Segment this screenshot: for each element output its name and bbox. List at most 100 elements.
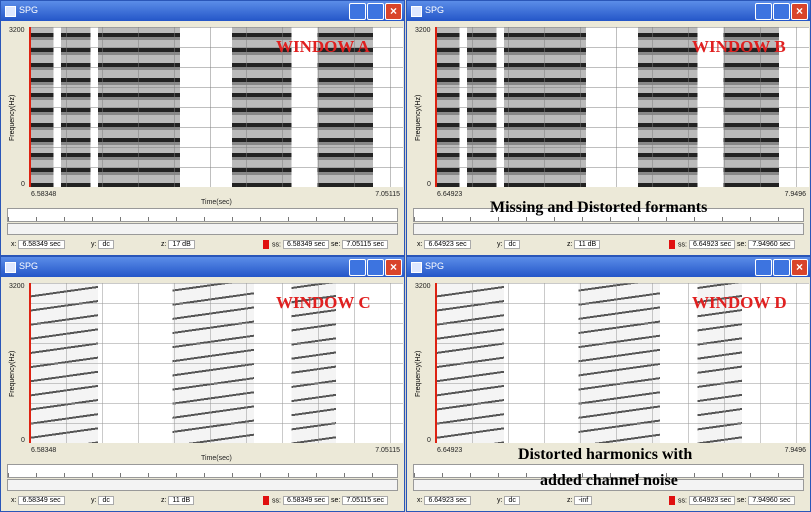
status-field: y:dc	[91, 240, 114, 249]
marker	[669, 240, 675, 249]
close-button[interactable]: ×	[385, 259, 402, 276]
status-label: x:	[11, 497, 16, 504]
maximize-button[interactable]	[367, 259, 384, 276]
title-bar: SPG ×	[1, 257, 404, 277]
title-bar: SPG×	[407, 257, 810, 277]
status-field: ss:6.64923 sec	[669, 496, 735, 505]
status-value: 6.64923 sec	[689, 240, 735, 249]
window-icon	[411, 262, 422, 273]
status-label: se:	[737, 497, 746, 504]
y-top-label: 3200	[9, 27, 25, 34]
scrollbar[interactable]	[413, 223, 804, 235]
status-field: x:6.58349 sec	[11, 496, 65, 505]
status-field: x:6.64923 sec	[417, 240, 471, 249]
scrollbar[interactable]	[7, 479, 398, 491]
x-axis-label: Time(sec)	[201, 455, 232, 462]
annotation: added channel noise	[540, 472, 678, 490]
status-field: ss:6.58349 sec	[263, 496, 329, 505]
status-field: ss:6.64923 sec	[669, 240, 735, 249]
time-ruler[interactable]	[7, 464, 398, 478]
screen: SPG × 3200 0 Frequency(Hz) 6.58348 7.05115 Time…	[0, 0, 811, 512]
status-value: 17 dB	[168, 240, 194, 249]
y-axis-label: Frequency(Hz)	[415, 95, 422, 141]
window-label: WINDOW C	[276, 293, 371, 313]
status-label: se:	[331, 241, 340, 248]
status-value: 11 dB	[574, 240, 600, 249]
status-field: y:dc	[497, 496, 520, 505]
status-value: dc	[98, 240, 113, 249]
status-field: z:11 dB	[161, 496, 194, 505]
status-field: se:7.05115 sec	[331, 240, 388, 249]
status-value: 6.58349 sec	[283, 240, 329, 249]
maximize-button[interactable]	[773, 3, 790, 20]
close-button[interactable]: ×	[791, 259, 808, 276]
status-label: x:	[417, 241, 422, 248]
scrollbar[interactable]	[7, 223, 398, 235]
y-axis-label: Frequency(Hz)	[9, 351, 16, 397]
y-axis-label: Frequency(Hz)	[9, 95, 16, 141]
status-label: z:	[161, 241, 166, 248]
marker	[263, 240, 269, 249]
close-button[interactable]: ×	[385, 3, 402, 20]
window-icon	[5, 262, 16, 273]
x-end-label: 7.05115	[375, 447, 400, 454]
y-top-label: 3200	[9, 283, 25, 290]
title-bar: SPG ×	[407, 1, 810, 21]
annotation: Missing and Distorted formants	[490, 199, 707, 217]
window-label: WINDOW B	[692, 37, 786, 57]
status-value: 7.05115 sec	[342, 496, 388, 505]
minimize-button[interactable]	[755, 3, 772, 20]
status-label: z:	[567, 241, 572, 248]
annotation: Distorted harmonics with	[518, 446, 692, 464]
status-label: z:	[161, 497, 166, 504]
status-value: 7.94960 sec	[748, 496, 794, 505]
minimize-button[interactable]	[349, 3, 366, 20]
x-start-label: 6.64923	[437, 191, 462, 198]
status-field: ss:6.58349 sec	[263, 240, 329, 249]
close-button[interactable]: ×	[791, 3, 808, 20]
y-top-label: 3200	[415, 283, 431, 290]
y-bottom-label: 0	[21, 181, 25, 188]
status-label: x:	[11, 241, 16, 248]
window-icon	[411, 6, 422, 17]
status-field: se:7.94960 sec	[737, 496, 795, 505]
status-label: z:	[567, 497, 572, 504]
status-label: y:	[497, 497, 502, 504]
status-field: x:6.58349 sec	[11, 240, 65, 249]
status-value: dc	[98, 496, 113, 505]
window-title: SPG	[19, 261, 38, 271]
status-value: -inf	[574, 496, 592, 505]
window-label: WINDOW A	[276, 37, 370, 57]
time-ruler[interactable]	[7, 208, 398, 222]
y-bottom-label: 0	[21, 437, 25, 444]
status-value: 7.05115 sec	[342, 240, 388, 249]
status-field: x:6.64923 sec	[417, 496, 471, 505]
status-field: z:-inf	[567, 496, 592, 505]
minimize-button[interactable]	[755, 259, 772, 276]
status-value: dc	[504, 496, 519, 505]
window-icon	[5, 6, 16, 17]
status-value: 6.64923 sec	[689, 496, 735, 505]
minimize-button[interactable]	[349, 259, 366, 276]
y-bottom-label: 0	[427, 437, 431, 444]
title-bar: SPG×	[1, 1, 404, 21]
x-start-label: 6.58348	[31, 191, 56, 198]
status-label: ss:	[272, 241, 281, 248]
status-bar: x:6.58349 secy:dcz:11 dBss:6.58349 secse…	[1, 493, 404, 509]
status-value: 11 dB	[168, 496, 194, 505]
y-top-label: 3200	[415, 27, 431, 34]
window-title: SPG	[425, 5, 444, 15]
status-label: x:	[417, 497, 422, 504]
status-field: z:11 dB	[567, 240, 600, 249]
status-label: y:	[497, 241, 502, 248]
maximize-button[interactable]	[773, 259, 790, 276]
window-label: WINDOW D	[692, 293, 787, 313]
status-value: 6.64923 sec	[424, 240, 470, 249]
status-field: y:dc	[497, 240, 520, 249]
maximize-button[interactable]	[367, 3, 384, 20]
x-start-label: 6.58348	[31, 447, 56, 454]
